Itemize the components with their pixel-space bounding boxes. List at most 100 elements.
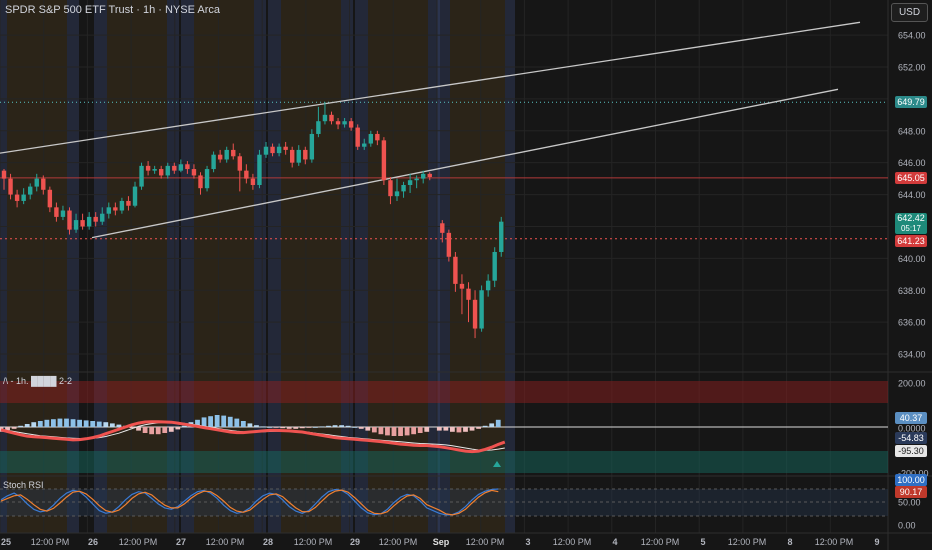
macd-histogram-bar (168, 427, 174, 432)
candle-body (276, 146, 282, 154)
time-axis-label: 12:00 PM (466, 537, 505, 547)
session-band (281, 0, 341, 533)
candle-body (73, 220, 79, 230)
macd-histogram-bar (195, 419, 200, 427)
symbol-title: SPDR S&P 500 ETF Trust · 1h · NYSE Arca (5, 4, 220, 16)
macd-histogram-bar (326, 425, 331, 427)
candle-body (204, 169, 210, 189)
trendline-lower (91, 88, 839, 239)
candle-body (329, 114, 334, 122)
macd-histogram-bar (293, 427, 299, 429)
candle-body (139, 165, 144, 187)
candle-body (47, 189, 53, 208)
macd-histogram-bar (424, 427, 430, 432)
candle-body (440, 223, 445, 233)
candle-body (54, 207, 59, 217)
candle-body (427, 173, 432, 178)
candle-body (355, 127, 360, 147)
candle-body (296, 149, 301, 163)
session-band (67, 0, 79, 533)
macd-histogram-bar (182, 425, 187, 427)
macd-histogram-bar (345, 425, 351, 427)
candle-body (309, 133, 315, 160)
price-axis-label: 646.00 (898, 158, 926, 168)
candle-body (499, 221, 504, 252)
time-axis-label: 12:00 PM (553, 537, 592, 547)
macd-indicator-title[interactable]: /\ - 1h. ████ 2-2 (3, 376, 73, 386)
currency-button[interactable]: USD (891, 3, 928, 22)
time-axis-label: 12:00 PM (206, 537, 245, 547)
candle-body (479, 290, 484, 329)
macd-histogram-bar (208, 416, 213, 427)
macd-histogram-bar (482, 425, 488, 427)
session-band (94, 0, 107, 533)
candle-body (368, 133, 373, 144)
macd-axis-label: 0.0000 (898, 424, 926, 434)
last-price-tag: 642.42 (895, 213, 927, 224)
macd-histogram-bar (398, 427, 403, 436)
candle-body (224, 149, 229, 160)
candle-body (303, 149, 308, 160)
macd-histogram-bar (83, 420, 89, 427)
candle-body (263, 146, 269, 155)
candle-body (113, 207, 118, 211)
macd-histogram-bar (436, 427, 442, 431)
countdown-tag: 05:17 (895, 224, 927, 234)
macd-histogram-bar (155, 427, 161, 435)
macd-histogram-bar (149, 427, 155, 435)
candle-body (34, 178, 39, 187)
candle-body (106, 207, 111, 214)
price-axis-label: 648.00 (898, 126, 926, 136)
session-band (107, 0, 167, 533)
macd-histogram-bar (227, 416, 233, 427)
candle-body (152, 169, 157, 171)
session-band (437, 0, 450, 533)
macd-histogram-bar (5, 427, 10, 430)
candle-body (159, 169, 164, 176)
macd-histogram-bar (299, 427, 305, 429)
time-axis-label: 9 (874, 537, 879, 547)
candle-body (472, 299, 478, 329)
macd-axis-label: -200.00 (898, 469, 929, 479)
time-axis-label: 4 (612, 537, 617, 547)
macd-histogram-bar (64, 418, 69, 427)
candle-body (407, 180, 413, 185)
candle-body (100, 213, 105, 222)
macd-histogram-bar (352, 427, 358, 428)
time-axis-label: 26 (88, 537, 98, 547)
candle-body (348, 121, 354, 128)
macd-histogram-bar (319, 426, 325, 428)
candle-body (165, 165, 170, 176)
macd-histogram-bar (221, 415, 227, 427)
time-axis-label: 3 (525, 537, 530, 547)
candle-body (401, 185, 406, 192)
time-axis-label: 29 (350, 537, 360, 547)
candle-body (217, 154, 223, 160)
stoch-rsi-title[interactable]: Stoch RSI (3, 480, 44, 490)
candle-body (8, 178, 13, 195)
macd-histogram-bar (463, 427, 468, 432)
stoch-tag-1: 100.00 (895, 474, 927, 486)
macd-histogram-bar (358, 427, 364, 429)
price-axis-label: 640.00 (898, 254, 926, 264)
macd-line (0, 420, 506, 454)
macd-histogram-bar (411, 427, 417, 435)
candle-body (453, 256, 458, 284)
time-axis-label: 12:00 PM (119, 537, 158, 547)
candle-body (28, 186, 33, 195)
macd-histogram-bar (371, 427, 377, 433)
macd-histogram-bar (404, 427, 410, 436)
candle-body (198, 175, 203, 189)
candle-body (322, 114, 328, 122)
price-axis-label: 634.00 (898, 350, 926, 360)
macd-histogram-bar (443, 427, 449, 431)
macd-histogram-bar (286, 427, 292, 429)
macd-histogram-bar (469, 427, 475, 431)
candle-body (459, 283, 465, 289)
stoch-tag-2: 90.17 (895, 486, 927, 498)
time-axis-label: 12:00 PM (815, 537, 854, 547)
macd-histogram-bar (476, 427, 481, 429)
